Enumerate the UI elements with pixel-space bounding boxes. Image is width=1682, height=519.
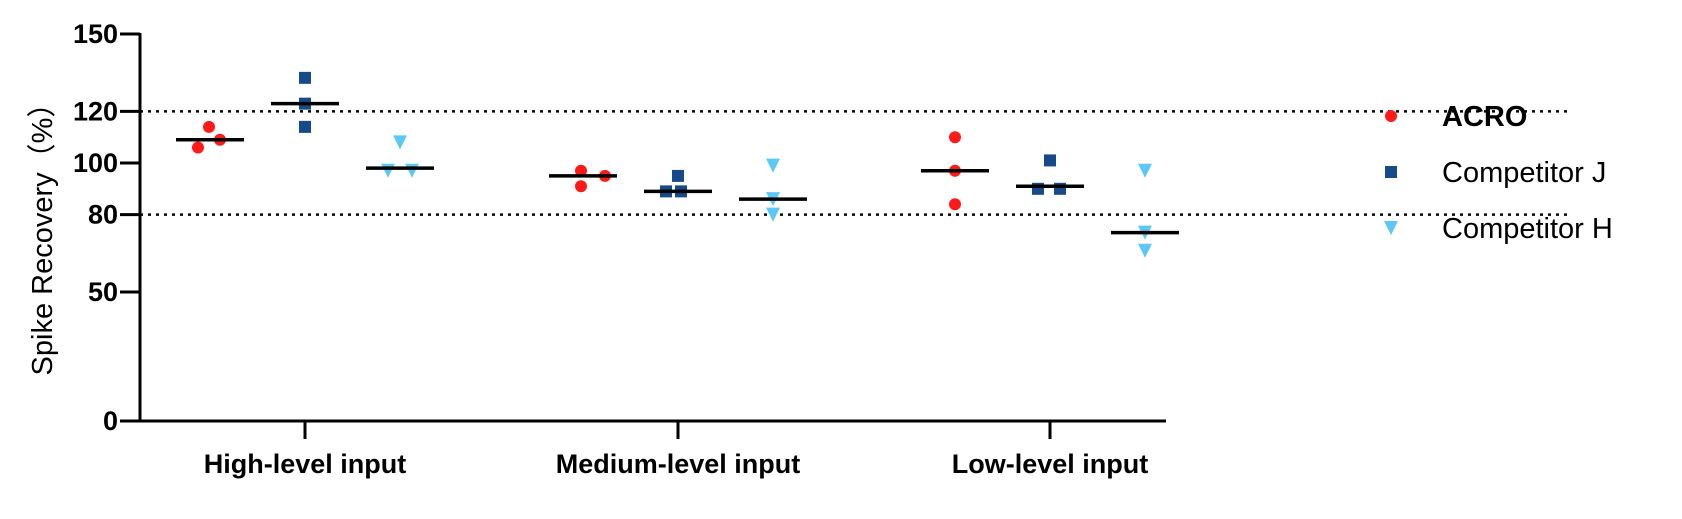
mean-lines [176,101,1179,235]
data-point-triangle-down [766,207,780,222]
data-point-circle [949,131,961,144]
data-point-square [1044,154,1056,167]
legend-label: Competitor H [1442,213,1613,245]
data-point-triangle-down [766,158,780,173]
axes: 0 50 80 100 120 150 High-level input Medium-lev… [73,19,1166,479]
y-tick-label: 80 [88,200,118,230]
data-point-square [299,120,311,133]
data-marks [192,71,1152,258]
legend: ACRO Competitor J Competitor H [1384,101,1613,245]
y-tick-label: 0 [103,406,118,436]
legend-marker-triangle-down [1384,221,1398,235]
data-point-triangle-down [1138,243,1152,258]
legend-label: Competitor J [1442,157,1606,189]
data-point-circle [192,141,204,154]
reference-lines [140,110,1570,216]
legend-marker-circle [1385,110,1397,122]
y-tick-label: 50 [88,277,118,307]
y-tick-label: 100 [73,148,118,178]
data-point-triangle-down [381,163,395,178]
legend-marker-square [1385,166,1397,178]
data-point-circle [575,164,587,177]
data-point-circle [949,198,961,211]
data-point-triangle-down [405,163,419,178]
legend-label: ACRO [1442,101,1527,133]
y-tick-label: 120 [73,96,118,126]
data-point-circle [575,180,587,193]
y-tick-label: 150 [73,19,118,49]
data-point-triangle-down [1138,163,1152,178]
x-category-label: High-level input [204,449,407,479]
data-point-square [672,169,684,182]
data-point-square [299,71,311,84]
data-point-triangle-down [393,135,407,150]
x-category-label: Medium-level input [556,449,801,479]
x-category-label: Low-level input [952,449,1149,479]
y-axis-label: Spike Recovery（%） [27,89,59,376]
data-point-circle [203,120,215,133]
